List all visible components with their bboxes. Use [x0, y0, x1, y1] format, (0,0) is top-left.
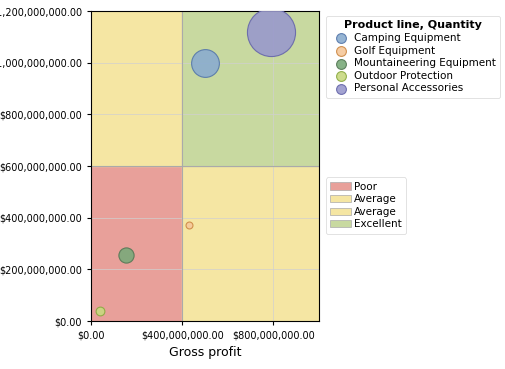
Legend: Poor, Average, Average, Excellent: Poor, Average, Average, Excellent	[326, 177, 406, 234]
Point	[267, 29, 275, 35]
Point	[200, 60, 209, 66]
X-axis label: Gross profit: Gross profit	[168, 346, 241, 359]
Point	[185, 223, 193, 228]
Point	[96, 308, 104, 314]
Point	[122, 252, 130, 258]
